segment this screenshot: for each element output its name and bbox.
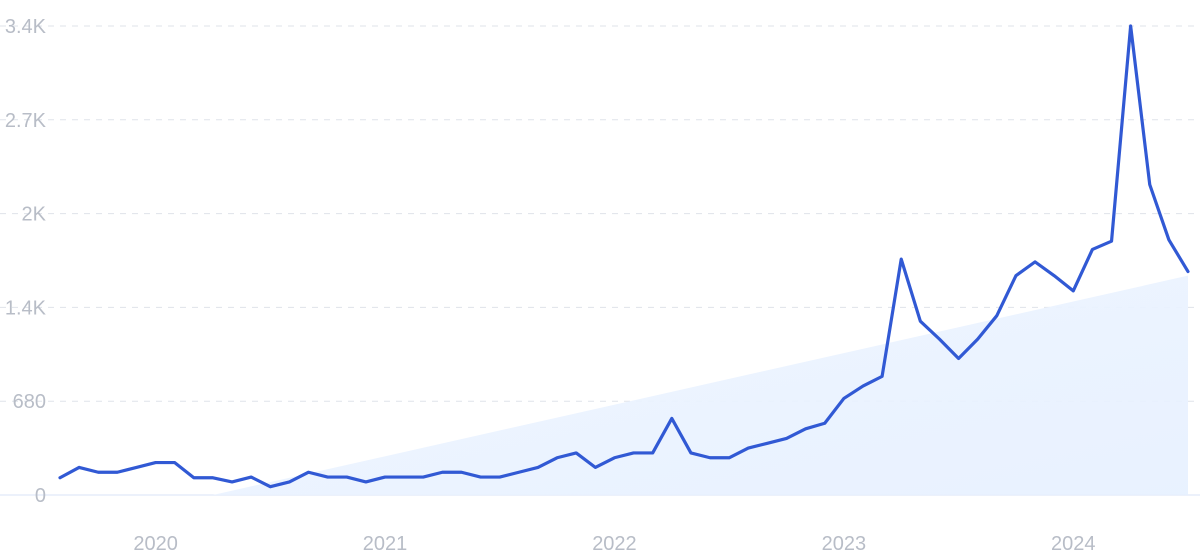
x-tick-label: 2023 bbox=[822, 533, 867, 555]
x-tick-label: 2022 bbox=[592, 533, 637, 555]
y-tick-label: 3.4K bbox=[5, 16, 47, 38]
line-layer bbox=[58, 24, 1190, 489]
trend-area bbox=[212, 275, 1188, 495]
y-axis: 0 680 1.4K 2K 2.7K 3.4K bbox=[5, 16, 47, 507]
y-tick-label: 2K bbox=[22, 204, 47, 226]
y-tick-label: 0 bbox=[35, 485, 46, 507]
x-tick-label: 2020 bbox=[133, 533, 178, 555]
series-line bbox=[58, 24, 1190, 489]
x-tick-label: 2021 bbox=[363, 533, 408, 555]
y-tick-label: 2.7K bbox=[5, 110, 47, 132]
y-tick-label: 1.4K bbox=[5, 297, 47, 319]
trend-layer bbox=[212, 275, 1188, 495]
x-tick-label: 2024 bbox=[1051, 533, 1096, 555]
x-axis: 2020 2021 2022 2023 2024 bbox=[133, 533, 1095, 555]
y-tick-label: 680 bbox=[13, 391, 46, 413]
